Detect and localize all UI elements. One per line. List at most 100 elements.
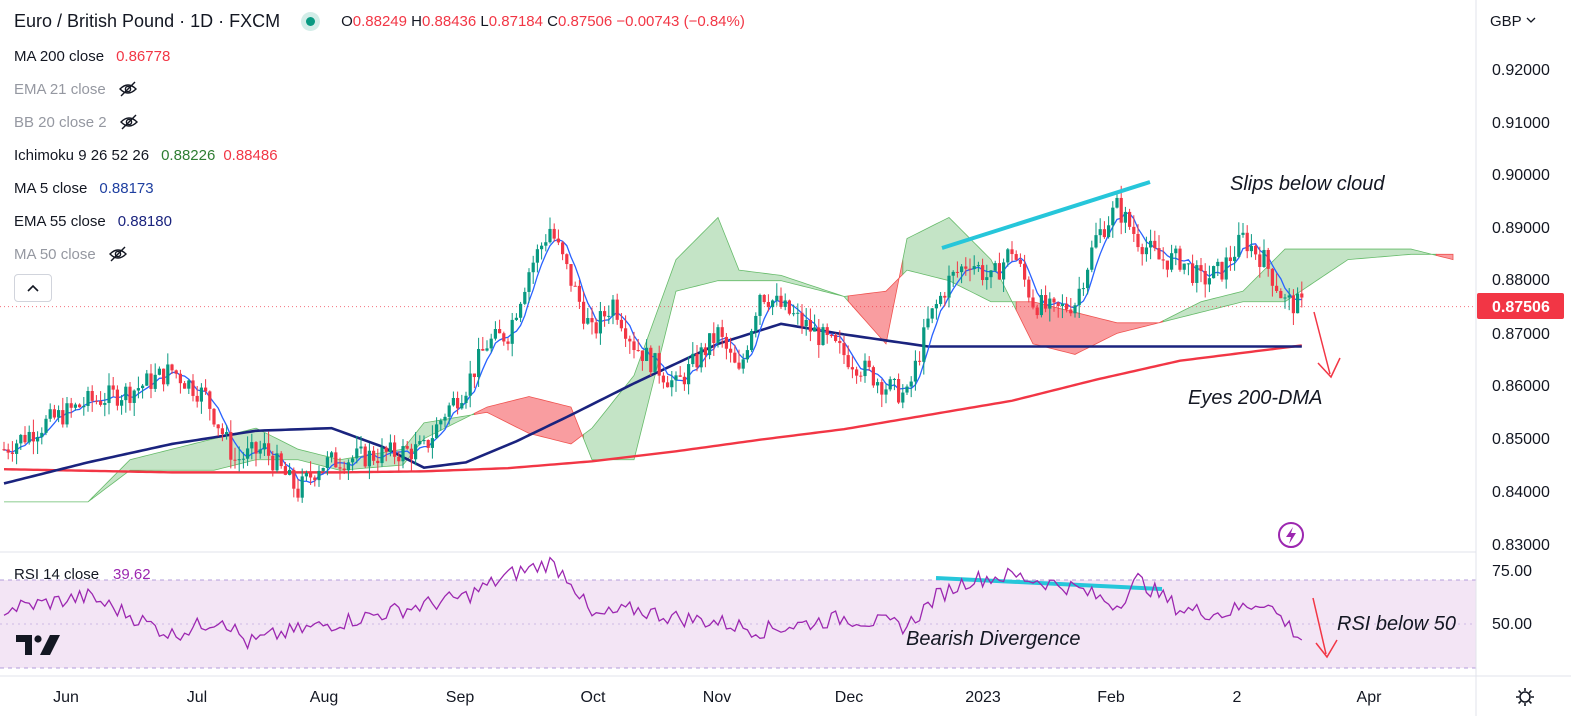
candle-body — [447, 405, 451, 417]
rsi-legend[interactable]: RSI 14 close 39.62 — [14, 566, 151, 583]
annotation-eyes-200dma: Eyes 200-DMA — [1188, 387, 1323, 409]
candle-body — [346, 462, 350, 471]
candle-body — [720, 327, 724, 337]
candle-body — [6, 449, 10, 453]
market-status-dot[interactable] — [306, 17, 316, 26]
candle-body — [237, 459, 241, 461]
candle-body — [1186, 263, 1190, 265]
candle-body — [846, 355, 850, 368]
candle-body — [590, 318, 594, 323]
candle-body — [187, 380, 191, 389]
candle-body — [36, 437, 40, 442]
time-axis[interactable]: Jun Jul Aug Sep Oct Nov Dec 2023 Feb 2 A… — [53, 689, 1382, 706]
price-tick: 0.83000 — [1492, 537, 1550, 554]
candle-body — [800, 312, 804, 327]
rsi-name: RSI 14 close — [14, 566, 100, 583]
candle-body — [443, 416, 447, 421]
candle-body — [649, 347, 653, 373]
candle-body — [1052, 298, 1056, 303]
lightning-icon[interactable] — [1278, 522, 1304, 548]
candle-body — [73, 404, 77, 408]
candle-body — [258, 449, 262, 454]
settings-icon[interactable] — [1516, 688, 1534, 706]
candle-body — [94, 400, 98, 402]
candle-body — [2, 449, 6, 451]
candle-body — [1216, 261, 1220, 267]
candle-body — [78, 404, 82, 408]
candle-body — [31, 431, 35, 442]
candle-body — [514, 317, 518, 320]
candle-body — [422, 439, 426, 442]
legend-collapse-button[interactable] — [14, 274, 52, 302]
candle-body — [178, 373, 182, 384]
indicator-ma5[interactable]: MA 5 close 0.88173 — [14, 179, 154, 197]
candle-body — [561, 242, 565, 255]
rsi-line — [3, 556, 1303, 651]
indicator-ma200[interactable]: MA 200 close 0.86778 — [14, 47, 171, 65]
candle-body — [1018, 259, 1022, 264]
candle-body — [456, 397, 460, 409]
eye-crossed-icon[interactable] — [108, 246, 128, 262]
candle-body — [212, 408, 216, 425]
candle-body — [582, 301, 586, 324]
candle-body — [981, 265, 985, 281]
indicator-bb20[interactable]: BB 20 close 2 — [14, 111, 139, 133]
candle-body — [153, 374, 157, 389]
candle-body — [808, 319, 812, 332]
candle-body — [52, 409, 56, 418]
candle-body — [863, 360, 867, 377]
price-axis[interactable]: GBP 0.92000 0.91000 0.90000 0.89000 0.88… — [1477, 13, 1564, 633]
indicator-ma50[interactable]: MA 50 close — [14, 243, 128, 265]
candle-body — [993, 263, 997, 271]
candle-body — [115, 389, 119, 406]
indicator-ichimoku[interactable]: Ichimoku 9 26 52 26 0.88226 0.88486 — [14, 146, 278, 164]
candle-body — [132, 390, 136, 403]
tradingview-logo[interactable] — [16, 633, 62, 657]
time-label: Aug — [310, 689, 338, 706]
candle-body — [317, 470, 321, 481]
indicator-ema21[interactable]: EMA 21 close — [14, 78, 138, 100]
candle-body — [254, 442, 258, 454]
candle-body — [204, 387, 208, 392]
candle-body — [1161, 259, 1165, 261]
candle-body — [57, 410, 61, 418]
candle-body — [1203, 270, 1207, 285]
candle-body — [653, 353, 657, 373]
price-tick: 0.86000 — [1492, 378, 1550, 395]
candle-body — [624, 328, 628, 339]
candle-body — [174, 370, 178, 374]
candle-body — [687, 364, 691, 385]
ma200-line — [3, 344, 1302, 474]
candle-body — [44, 418, 48, 433]
candle-body — [670, 380, 674, 388]
candle-body — [120, 400, 124, 406]
eye-crossed-icon[interactable] — [119, 114, 139, 130]
candle-body — [279, 453, 283, 467]
candle-body — [493, 329, 497, 339]
eye-crossed-icon[interactable] — [118, 81, 138, 97]
candle-body — [19, 434, 23, 444]
candle-body — [86, 391, 90, 406]
candle-body — [632, 341, 636, 351]
annotations: Slips below cloud Eyes 200-DMA Bearish D… — [906, 173, 1456, 659]
candle-body — [397, 456, 401, 462]
candle-body — [1195, 265, 1199, 283]
annotation-rsi-below-50: RSI below 50 — [1337, 613, 1456, 635]
symbol-title[interactable]: Euro / British Pound · 1D · FXCM — [14, 11, 281, 31]
candle-body — [1279, 290, 1283, 299]
candle-body — [1199, 265, 1203, 271]
candle-body — [15, 443, 19, 454]
candle-body — [855, 369, 859, 376]
candle-body — [1098, 229, 1102, 236]
candle-body — [1136, 233, 1140, 248]
currency-dropdown-icon[interactable] — [1526, 17, 1536, 23]
candle-body — [888, 379, 892, 390]
indicator-ema55[interactable]: EMA 55 close 0.88180 — [14, 212, 172, 230]
candle-body — [325, 457, 329, 468]
candle-body — [451, 397, 455, 406]
candle-body — [1191, 263, 1195, 283]
candle-body — [976, 265, 980, 267]
time-label: Feb — [1097, 689, 1125, 706]
